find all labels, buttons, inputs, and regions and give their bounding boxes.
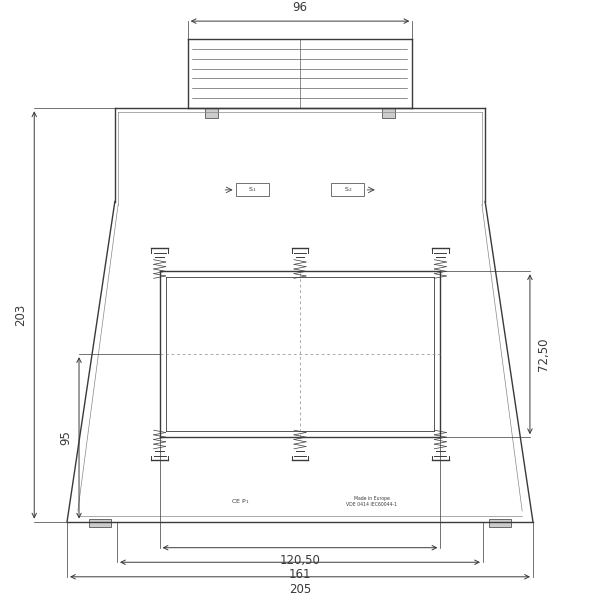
Text: 72,50: 72,50 xyxy=(537,337,550,371)
Text: 120,50: 120,50 xyxy=(280,554,320,566)
Text: 95: 95 xyxy=(59,430,72,445)
Text: $\mathregular{S_2}$: $\mathregular{S_2}$ xyxy=(344,185,352,194)
Text: 203: 203 xyxy=(14,304,27,326)
Text: $\mathregular{CE}$ $\mathregular{P_1}$: $\mathregular{CE}$ $\mathregular{P_1}$ xyxy=(231,497,250,506)
Text: $\mathregular{S_1}$: $\mathregular{S_1}$ xyxy=(248,185,256,194)
Bar xyxy=(89,519,111,527)
Bar xyxy=(382,109,395,118)
Bar xyxy=(331,184,364,196)
Text: 96: 96 xyxy=(293,1,308,14)
Bar xyxy=(489,519,511,527)
Text: 205: 205 xyxy=(289,583,311,596)
Bar xyxy=(205,109,218,118)
Bar xyxy=(236,184,269,196)
Text: Made in Europe
VDE 0414 IEC60044-1: Made in Europe VDE 0414 IEC60044-1 xyxy=(346,496,397,506)
Text: 161: 161 xyxy=(289,568,311,581)
